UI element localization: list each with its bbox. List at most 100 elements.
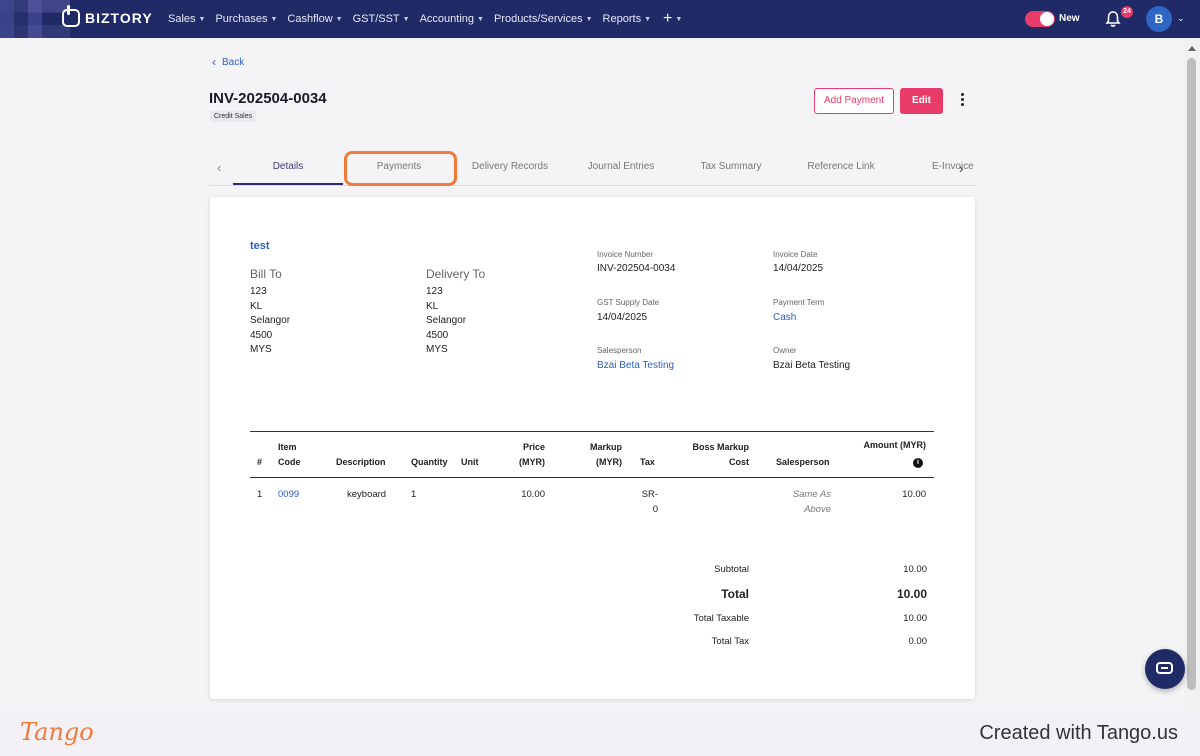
- invoice-number-label: Invoice Number: [597, 250, 654, 259]
- chevron-down-icon[interactable]: ⌄: [1177, 13, 1185, 23]
- total-value: 10.00: [896, 587, 927, 601]
- caret-down-icon: ▼: [198, 15, 206, 23]
- gst-supply-date-label: GST Supply Date: [597, 298, 660, 307]
- invoice-number-value: INV-202504-0034: [597, 263, 676, 274]
- bill-to-line: Selangor: [250, 315, 291, 326]
- salesperson-label: Salesperson: [597, 346, 642, 355]
- delivery-to-title: Delivery To: [426, 267, 486, 281]
- row-salesperson-line: Above: [804, 504, 831, 515]
- tab-payments[interactable]: Payments: [376, 161, 422, 172]
- scroll-up-arrow-icon[interactable]: [1188, 46, 1196, 51]
- delivery-to-line: Selangor: [426, 315, 467, 326]
- menu-products-services[interactable]: Products/Services ▼: [494, 13, 593, 25]
- tango-footer: Tango Created with Tango.us: [0, 710, 1200, 756]
- row-number: 1: [257, 489, 263, 500]
- brand-logo[interactable]: BIZTORY: [62, 5, 153, 27]
- chat-bubble-icon: [1156, 662, 1173, 674]
- menu-label: Cashflow: [287, 13, 333, 25]
- col-header-description: Description: [336, 457, 386, 467]
- tab-e-invoice[interactable]: E-Invoice: [932, 161, 974, 172]
- item-code-link[interactable]: 0099: [278, 489, 300, 500]
- caret-down-icon: ▼: [270, 15, 278, 23]
- more-options-icon[interactable]: [958, 93, 966, 109]
- gst-supply-date-value: 14/04/2025: [597, 312, 648, 323]
- menu-label: Sales: [168, 13, 196, 25]
- back-label: Back: [222, 56, 245, 68]
- notification-count-badge: 24: [1121, 6, 1133, 18]
- scrollbar-thumb[interactable]: [1187, 58, 1196, 690]
- menu-label: Purchases: [215, 13, 268, 25]
- tab-scroll-right-icon[interactable]: ›: [959, 161, 964, 176]
- tango-logo: Tango: [20, 718, 94, 746]
- payment-term-label: Payment Term: [773, 298, 825, 307]
- caret-down-icon: ▼: [675, 15, 683, 23]
- row-salesperson: Same As Above: [770, 487, 831, 517]
- delivery-to-line: KL: [426, 301, 439, 312]
- col-header-line: Cost: [729, 457, 749, 467]
- delivery-to-line: 123: [426, 286, 443, 297]
- info-icon[interactable]: i: [913, 458, 923, 468]
- caret-down-icon: ▼: [477, 15, 484, 23]
- row-amount: 10.00: [902, 489, 926, 500]
- tab-scroll-left-icon[interactable]: ‹: [217, 160, 222, 175]
- menu-reports[interactable]: Reports ▼: [603, 13, 651, 25]
- notification-bell-icon[interactable]: [1105, 10, 1121, 28]
- bill-to-line: MYS: [250, 344, 272, 355]
- tab-tax-summary[interactable]: Tax Summary: [700, 161, 762, 172]
- tab-details[interactable]: Details: [272, 161, 304, 172]
- biztory-logo-icon: [62, 5, 80, 27]
- tab-reference-link[interactable]: Reference Link: [807, 161, 875, 172]
- col-header-line: Price: [522, 442, 545, 452]
- row-tax: SR- 0: [640, 487, 658, 517]
- new-ui-toggle-label: New: [1059, 13, 1080, 24]
- col-header-line: Boss Markup: [692, 442, 749, 452]
- invoice-type-chip: Credit Sales: [210, 111, 257, 122]
- tab-delivery-records[interactable]: Delivery Records: [471, 161, 549, 172]
- invoice-date-value: 14/04/2025: [773, 263, 824, 274]
- table-header-border: [250, 477, 934, 478]
- owner-value: Bzai Beta Testing: [773, 360, 851, 371]
- bill-to-line: KL: [250, 301, 263, 312]
- menu-sales[interactable]: Sales ▼: [168, 13, 205, 25]
- new-ui-toggle[interactable]: [1025, 11, 1055, 27]
- user-avatar[interactable]: B: [1146, 6, 1172, 32]
- tab-journal-entries[interactable]: Journal Entries: [587, 161, 655, 172]
- col-header-markup: Markup (MYR): [576, 440, 622, 470]
- menu-cashflow[interactable]: Cashflow ▼: [287, 13, 342, 25]
- row-quantity: 1: [411, 489, 417, 500]
- col-header-line: (MYR): [596, 457, 622, 467]
- menu-accounting[interactable]: Accounting ▼: [420, 13, 484, 25]
- back-link[interactable]: ‹ Back: [212, 55, 244, 69]
- col-header-line: (MYR): [519, 457, 545, 467]
- payment-term-link[interactable]: Cash: [773, 312, 797, 323]
- add-payment-button[interactable]: Add Payment: [814, 88, 894, 114]
- menu-quick-add[interactable]: + ▼: [661, 10, 682, 28]
- col-header-price: Price (MYR): [500, 440, 545, 470]
- col-header-tax: Tax: [640, 457, 655, 467]
- tab-bar: ‹ Details Payments Delivery Records Jour…: [209, 150, 976, 186]
- menu-label: Reports: [602, 13, 642, 25]
- row-price: 10.00: [521, 489, 545, 500]
- total-tax-value: 0.00: [908, 636, 928, 647]
- total-taxable-label: Total Taxable: [693, 613, 749, 624]
- row-tax-line: 0: [652, 504, 658, 515]
- page-scrollbar[interactable]: [1184, 40, 1200, 710]
- salesperson-link[interactable]: Bzai Beta Testing: [597, 360, 675, 371]
- created-with-text: Created with Tango.us: [979, 722, 1178, 744]
- menu-purchases[interactable]: Purchases ▼: [215, 13, 277, 25]
- menu-gst-sst[interactable]: GST/SST ▼: [353, 13, 410, 25]
- chat-support-button[interactable]: [1145, 649, 1185, 689]
- col-header-number: #: [257, 457, 263, 467]
- bill-to-title: Bill To: [250, 267, 282, 281]
- menu-label: Accounting: [419, 13, 475, 25]
- col-header-salesperson: Salesperson: [776, 457, 830, 467]
- customer-name[interactable]: test: [250, 240, 270, 252]
- caret-down-icon: ▼: [335, 15, 343, 23]
- logo-mosaic-decoration: [0, 0, 70, 38]
- col-header-line: Code: [278, 457, 301, 467]
- edit-button[interactable]: Edit: [900, 88, 943, 114]
- menu-label: Products/Services: [493, 13, 583, 25]
- invoice-date-label: Invoice Date: [773, 250, 818, 259]
- col-header-unit: Unit: [461, 457, 479, 467]
- brand-name: BIZTORY: [85, 10, 153, 26]
